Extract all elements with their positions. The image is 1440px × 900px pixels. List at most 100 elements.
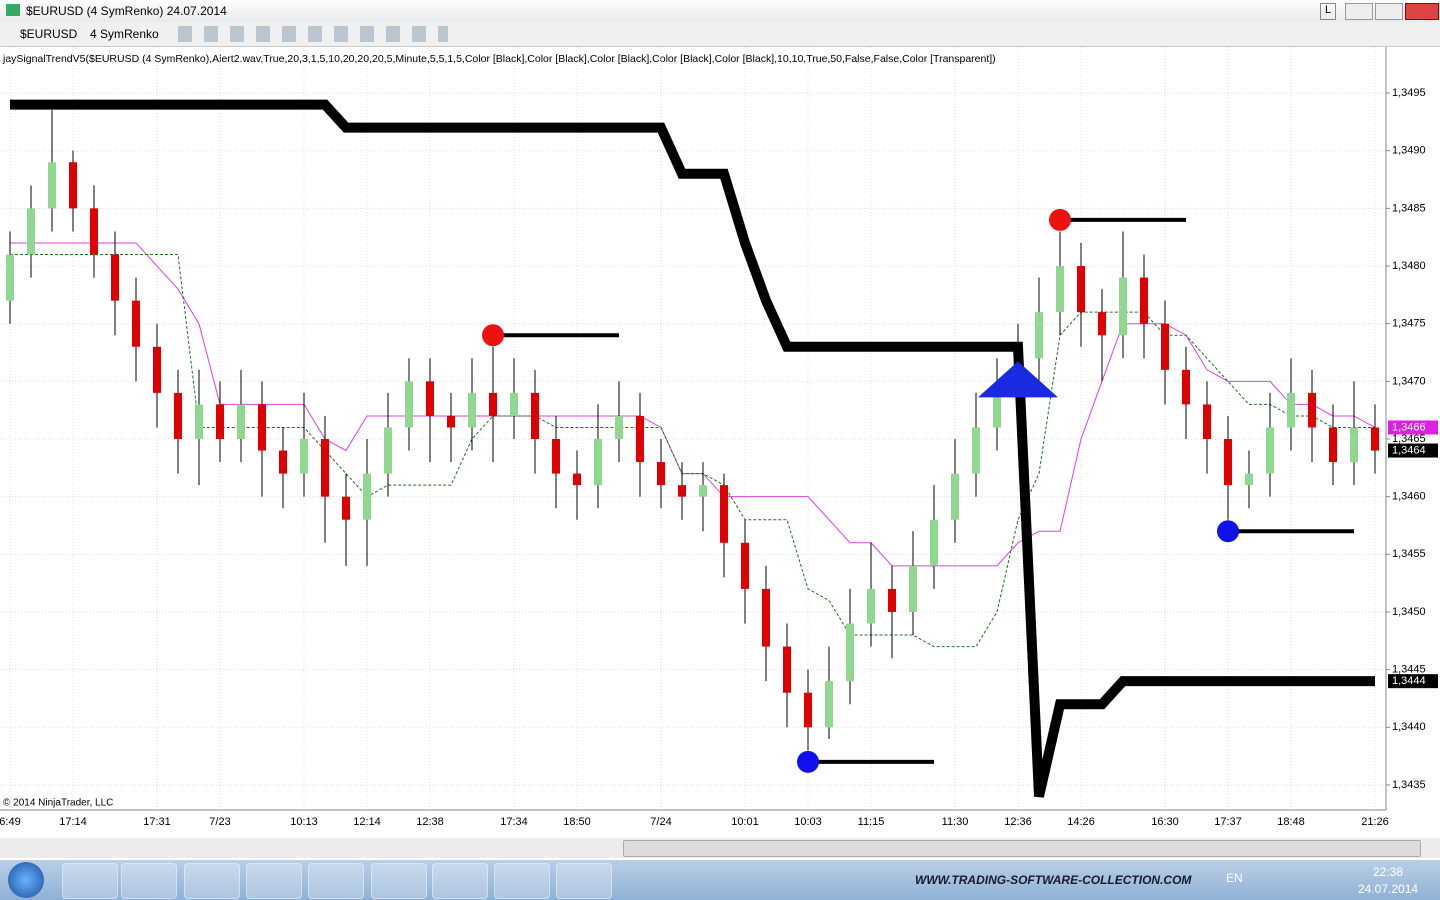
signal-dot bbox=[1049, 208, 1071, 231]
taskbar-app[interactable] bbox=[432, 863, 488, 899]
candle-body bbox=[531, 392, 539, 439]
scrollbar[interactable] bbox=[0, 838, 1440, 858]
y-tick-label: 1,3485 bbox=[1392, 202, 1426, 214]
candle-body bbox=[1098, 312, 1106, 336]
y-tick-label: 1,3450 bbox=[1392, 606, 1426, 618]
candle-body bbox=[993, 392, 1001, 428]
candle-body bbox=[825, 681, 833, 728]
candle-body bbox=[909, 565, 917, 612]
candle-body bbox=[48, 162, 56, 209]
close-button[interactable] bbox=[1405, 3, 1439, 20]
y-tick-label: 1,3465 bbox=[1392, 433, 1426, 445]
candle-body bbox=[1245, 473, 1253, 486]
toolbar: $EURUSD 4 SymRenko bbox=[0, 22, 1440, 47]
candle-body bbox=[90, 208, 98, 255]
candle-body bbox=[804, 692, 812, 728]
taskbar-app[interactable] bbox=[121, 863, 177, 899]
candle-body bbox=[1371, 427, 1379, 451]
x-tick-label: 12:38 bbox=[416, 816, 444, 828]
candle-body bbox=[615, 415, 623, 439]
candle-body bbox=[1182, 369, 1190, 405]
price-marker bbox=[1388, 420, 1438, 435]
candle-body bbox=[552, 439, 560, 474]
x-tick-label: 16:30 bbox=[1151, 816, 1179, 828]
instrument-selector[interactable]: $EURUSD bbox=[20, 27, 78, 41]
candle-body bbox=[573, 473, 581, 486]
candle-body bbox=[1350, 427, 1358, 463]
candle-body bbox=[867, 588, 875, 624]
minimize-button[interactable] bbox=[1345, 3, 1373, 20]
candle-body bbox=[1119, 277, 1127, 336]
x-tick-label: 10:01 bbox=[731, 816, 759, 828]
candle-body bbox=[216, 404, 224, 439]
taskbar-app[interactable] bbox=[308, 863, 364, 899]
y-tick-label: 1,3495 bbox=[1392, 87, 1426, 99]
price-marker-label: 1,3466 bbox=[1392, 421, 1426, 433]
candle-body bbox=[174, 392, 182, 439]
language[interactable]: EN bbox=[1226, 871, 1243, 885]
bar-type-selector[interactable]: 4 SymRenko bbox=[90, 27, 159, 41]
link-button[interactable]: L bbox=[1320, 3, 1336, 20]
maximize-button[interactable] bbox=[1375, 3, 1403, 20]
y-tick-label: 1,3460 bbox=[1392, 491, 1426, 503]
x-tick-label: 10:03 bbox=[794, 816, 822, 828]
candle-body bbox=[1266, 427, 1274, 474]
candle-body bbox=[888, 588, 896, 612]
candle-body bbox=[27, 208, 35, 255]
x-tick-label: 7/24 bbox=[650, 816, 671, 828]
x-tick-label: 17:14 bbox=[59, 816, 87, 828]
candle-body bbox=[657, 462, 665, 486]
taskbar-app[interactable] bbox=[371, 863, 427, 899]
signal-dot bbox=[482, 324, 504, 347]
y-tick-label: 1,3440 bbox=[1392, 721, 1426, 733]
candle-body bbox=[972, 427, 980, 474]
taskbar: WWW.TRADING-SOFTWARE-COLLECTION.COM EN 2… bbox=[0, 860, 1440, 900]
candle-body bbox=[111, 254, 119, 301]
x-tick-label: 18:50 bbox=[563, 816, 591, 828]
candle-body bbox=[153, 346, 161, 393]
scroll-thumb[interactable] bbox=[623, 840, 1421, 857]
signal-dot bbox=[797, 750, 819, 773]
candle-body bbox=[342, 496, 350, 520]
candle-body bbox=[258, 404, 266, 451]
start-button[interactable] bbox=[8, 862, 44, 898]
taskbar-app[interactable] bbox=[62, 863, 118, 899]
candle-body bbox=[426, 381, 434, 416]
x-tick-label: 18:48 bbox=[1277, 816, 1305, 828]
candle-body bbox=[1203, 404, 1211, 439]
x-tick-label: 17:37 bbox=[1214, 816, 1242, 828]
taskbar-app[interactable] bbox=[184, 863, 240, 899]
candle-body bbox=[594, 439, 602, 486]
candle-body bbox=[468, 392, 476, 428]
candle-body bbox=[1287, 392, 1295, 428]
x-tick-label: 17:34 bbox=[500, 816, 528, 828]
tool-icons[interactable] bbox=[178, 26, 448, 42]
candle-body bbox=[951, 473, 959, 520]
candle-body bbox=[6, 254, 14, 301]
candle-body bbox=[237, 404, 245, 439]
candle-body bbox=[300, 439, 308, 474]
y-tick-label: 1,3455 bbox=[1392, 548, 1426, 560]
candle-body bbox=[636, 415, 644, 463]
candle-body bbox=[1329, 427, 1337, 463]
price-marker-label: 1,3464 bbox=[1392, 444, 1426, 456]
candle-body bbox=[69, 162, 77, 209]
taskbar-app[interactable] bbox=[246, 863, 302, 899]
candle-body bbox=[1224, 439, 1232, 486]
candle-body bbox=[846, 623, 854, 682]
chart: jaySignalTrendV5($EURUSD (4 SymRenko),Al… bbox=[0, 47, 1440, 837]
taskbar-app[interactable] bbox=[556, 863, 612, 899]
signal-triangle bbox=[978, 361, 1058, 398]
candle-body bbox=[132, 300, 140, 347]
candle-body bbox=[930, 519, 938, 566]
candle-body bbox=[1140, 277, 1148, 324]
x-tick-label: 17:31 bbox=[143, 816, 171, 828]
x-tick-label: 10:13 bbox=[290, 816, 318, 828]
taskbar-app[interactable] bbox=[494, 863, 550, 899]
candle-body bbox=[762, 588, 770, 647]
candle-body bbox=[510, 392, 518, 416]
x-tick-label: 11:15 bbox=[858, 816, 885, 828]
y-tick-label: 1,3445 bbox=[1392, 664, 1426, 676]
x-tick-label: 6:49 bbox=[0, 816, 21, 828]
